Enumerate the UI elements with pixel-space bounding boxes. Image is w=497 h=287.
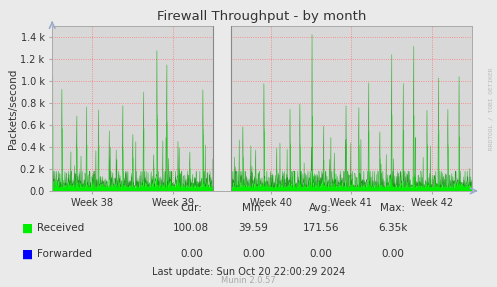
Y-axis label: Packets/second: Packets/second xyxy=(7,68,17,149)
Text: ■: ■ xyxy=(22,247,33,261)
Text: 171.56: 171.56 xyxy=(302,223,339,233)
Text: 0.00: 0.00 xyxy=(309,249,332,259)
Text: Munin 2.0.57: Munin 2.0.57 xyxy=(221,276,276,285)
Text: Max:: Max: xyxy=(380,203,405,213)
Text: RRDTOOL / TOBI OETIKER: RRDTOOL / TOBI OETIKER xyxy=(488,68,493,150)
Text: 0.00: 0.00 xyxy=(242,249,265,259)
Text: 100.08: 100.08 xyxy=(173,223,209,233)
Text: 6.35k: 6.35k xyxy=(378,223,408,233)
Text: ■: ■ xyxy=(22,222,33,235)
Text: Forwarded: Forwarded xyxy=(37,249,92,259)
Text: Avg:: Avg: xyxy=(309,203,332,213)
Title: Firewall Throughput - by month: Firewall Throughput - by month xyxy=(158,10,367,23)
Text: Received: Received xyxy=(37,223,84,233)
Text: Cur:: Cur: xyxy=(180,203,202,213)
Bar xyxy=(213,26,231,191)
Text: Last update: Sun Oct 20 22:00:29 2024: Last update: Sun Oct 20 22:00:29 2024 xyxy=(152,267,345,277)
Text: 39.59: 39.59 xyxy=(239,223,268,233)
Text: 0.00: 0.00 xyxy=(180,249,203,259)
Text: 0.00: 0.00 xyxy=(381,249,404,259)
Text: Min:: Min: xyxy=(243,203,264,213)
